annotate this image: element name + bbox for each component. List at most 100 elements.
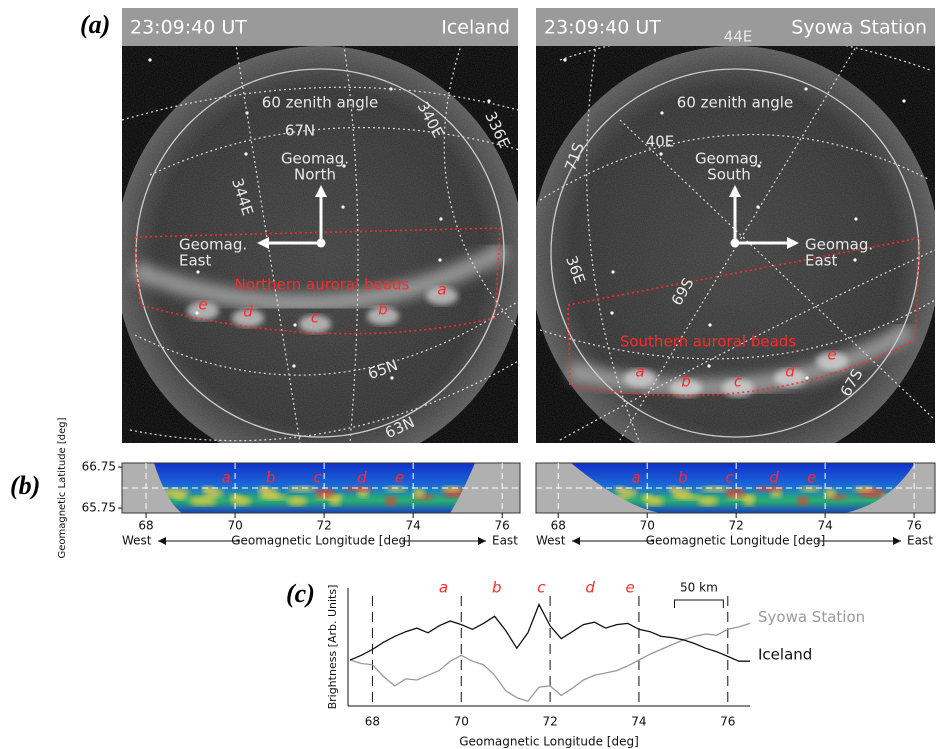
panel-label: (b)	[10, 471, 40, 500]
zenith-label: 60 zenith angle	[677, 94, 793, 112]
keogram-blob	[344, 486, 372, 492]
keogram-blob	[386, 486, 406, 492]
keogram-blob	[854, 486, 874, 492]
east-label: East	[492, 534, 518, 548]
keogram-blob	[258, 486, 270, 492]
arrow-label: East	[805, 252, 837, 270]
x-tick-label: 70	[454, 715, 469, 729]
arrow-origin	[317, 239, 326, 248]
star	[438, 258, 441, 261]
panel-label: (a)	[80, 10, 110, 39]
arrow-head	[158, 537, 166, 545]
keogram-blob	[442, 486, 462, 492]
star	[292, 364, 295, 367]
bead-label: b	[378, 301, 388, 319]
star	[341, 205, 344, 208]
x-tick-label: 76	[495, 519, 510, 533]
scale-bar	[674, 600, 723, 608]
star	[805, 376, 808, 379]
bead-label: a	[222, 469, 231, 487]
x-tick-label: 70	[640, 519, 655, 533]
grid-label: 44E	[724, 28, 753, 46]
star	[804, 87, 807, 90]
star	[439, 217, 442, 220]
y-tick-label: 65.75	[82, 501, 116, 515]
grid-label: 40E	[646, 133, 675, 151]
scale-bar-label: 50 km	[680, 581, 718, 595]
bead-label: a	[437, 281, 446, 299]
bead-label: c	[313, 469, 322, 487]
arrow-label: North	[294, 166, 336, 184]
panel-label: (c)	[286, 579, 315, 608]
x-tick-label: 72	[316, 519, 331, 533]
keogram-blob	[614, 486, 626, 492]
y-axis-label: Brightness [Arb. Units]	[326, 585, 339, 710]
star	[196, 270, 199, 273]
bead-label: b	[492, 579, 502, 597]
time-label: 23:09:40 UT	[544, 17, 661, 39]
y-axis-label: Geomagnetic Latitude [deg]	[57, 417, 68, 558]
keogram-blob	[413, 488, 425, 498]
grid-label: 67N	[285, 122, 315, 140]
bead-label: e	[395, 469, 404, 487]
x-tick-label: 76	[906, 519, 921, 533]
bead-label: e	[827, 346, 836, 364]
site-label: Syowa Station	[791, 17, 927, 39]
x-tick-label: 72	[729, 519, 744, 533]
region-label: Southern auroral beads	[620, 333, 796, 351]
keogram-blob	[385, 496, 397, 506]
x-tick-label: 74	[406, 519, 421, 533]
west-label: West	[536, 534, 566, 548]
bead-label: d	[357, 469, 367, 487]
star	[244, 152, 247, 155]
x-tick-label: 74	[631, 715, 646, 729]
bead-label: e	[807, 469, 816, 487]
bead-label: d	[585, 579, 595, 597]
x-tick-label: 72	[542, 715, 557, 729]
keogram-blob	[698, 496, 718, 506]
arrow-head	[478, 537, 486, 545]
star	[390, 376, 393, 379]
star	[659, 152, 662, 155]
star	[853, 258, 856, 261]
bead-label: d	[785, 363, 795, 381]
region-label: Northern auroral beads	[235, 276, 410, 294]
arrow-label: East	[179, 252, 211, 270]
x-tick-label: 68	[551, 519, 566, 533]
bead-label: b	[681, 373, 691, 391]
series-label: Iceland	[758, 646, 812, 664]
bead-label: c	[734, 373, 743, 391]
star	[610, 311, 613, 314]
star	[660, 111, 663, 114]
x-tick-label: 68	[365, 715, 380, 729]
keogram-blob	[315, 488, 335, 498]
bead-label: c	[311, 309, 320, 327]
x-axis-label: Geomagnetic Longitude [deg]	[459, 735, 639, 749]
bead-label: a	[439, 579, 448, 597]
x-tick-label: 74	[817, 519, 832, 533]
keogram-blob	[824, 488, 836, 498]
y-tick-label: 66.75	[82, 460, 116, 474]
star	[707, 364, 710, 367]
arrow-origin	[731, 239, 740, 248]
star	[487, 99, 490, 102]
x-axis-label: Geomagnetic Longitude [deg]	[231, 534, 411, 548]
keogram-blob	[288, 486, 316, 492]
arrow-label: South	[707, 166, 751, 184]
x-tick-label: 70	[227, 519, 242, 533]
zenith-label: 60 zenith angle	[262, 94, 378, 112]
keogram-blob	[230, 494, 242, 500]
keogram-blob	[797, 496, 809, 506]
keogram-blob	[701, 486, 729, 492]
star	[293, 323, 296, 326]
keogram-blob	[800, 486, 820, 492]
time-label: 23:09:40 UT	[130, 17, 247, 39]
west-label: West	[122, 534, 152, 548]
x-axis-label: Geomagnetic Longitude [deg]	[646, 534, 826, 548]
keogram-blob	[287, 496, 307, 506]
bead-label: d	[769, 469, 779, 487]
keogram-blob	[202, 486, 214, 492]
keogram-blob	[668, 486, 680, 492]
bead-label: a	[631, 469, 640, 487]
star	[148, 58, 151, 61]
